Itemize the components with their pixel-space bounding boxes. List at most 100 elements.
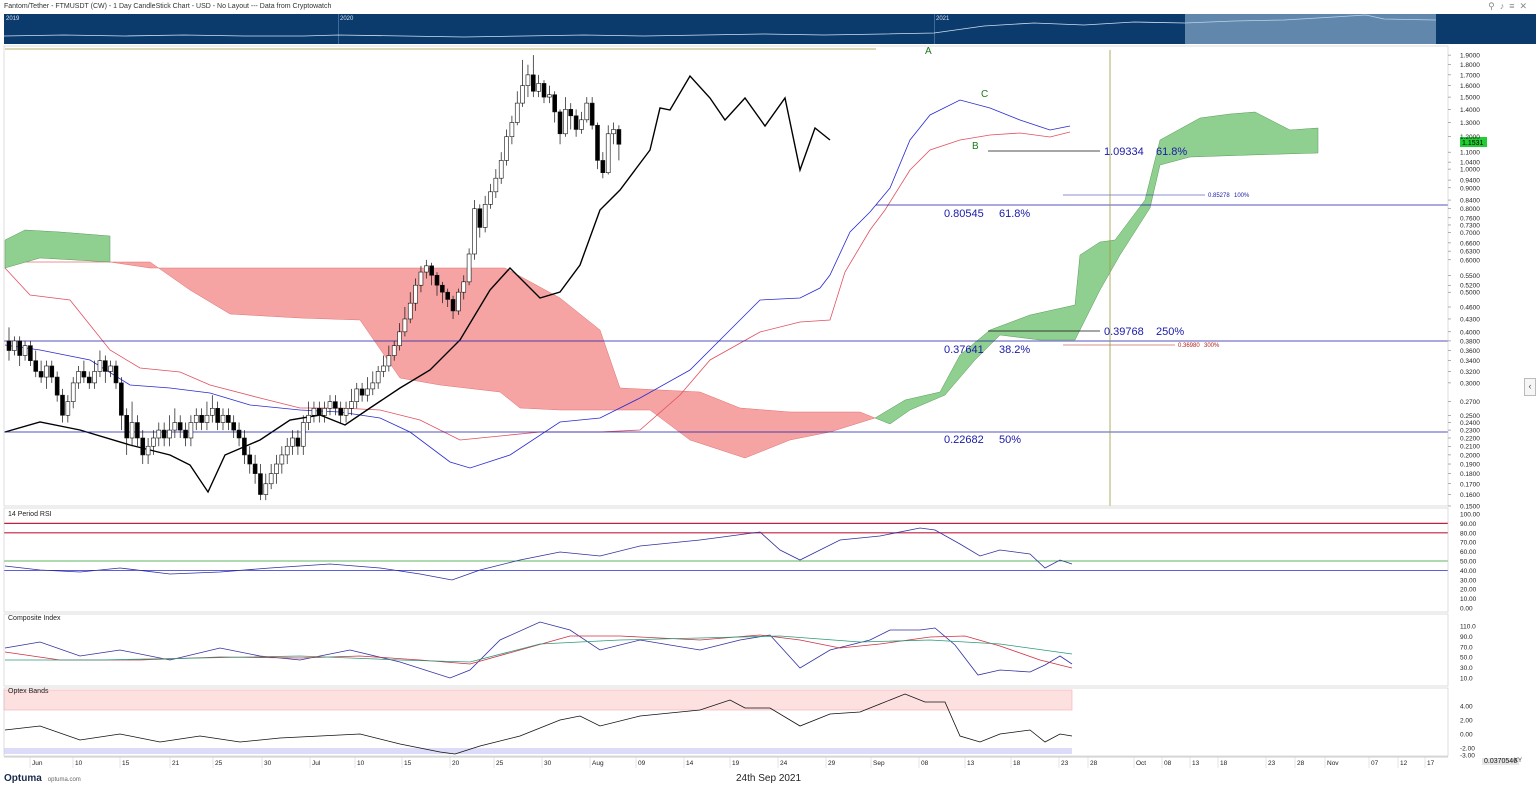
candle-body — [204, 414, 210, 423]
candle-body — [172, 422, 178, 431]
candle-body — [584, 102, 590, 121]
y-tick-label: 0.2200 — [1460, 435, 1480, 442]
candle-body — [226, 414, 231, 423]
candle-body — [456, 291, 461, 312]
candle-body — [151, 437, 156, 447]
x-tick-label: 10 — [75, 760, 83, 767]
rsi-panel-title: 14 Period RSI — [8, 511, 52, 518]
candle-body — [338, 408, 344, 416]
candle-body — [472, 208, 477, 255]
rsi-tick-label: 50.00 — [1460, 559, 1477, 566]
y-tick-label: 0.8400 — [1460, 198, 1480, 205]
x-tick-label: 30 — [544, 760, 552, 767]
candle-body — [509, 122, 515, 138]
y-tick-label: 0.6600 — [1460, 240, 1480, 247]
y-tick-label: 0.1900 — [1460, 462, 1480, 469]
overview-year-2020: 2020 — [340, 16, 354, 22]
x-tick-label: 10 — [357, 760, 365, 767]
y-tick-label: 1.1000 — [1460, 150, 1480, 157]
candle-body — [466, 253, 472, 283]
overview-selection-window[interactable] — [1185, 14, 1436, 44]
candle-body — [605, 133, 611, 173]
x-tick-label: 17 — [1427, 760, 1435, 767]
overview-navigator[interactable]: 2019 2020 2021 — [4, 14, 1436, 44]
y-tick-label: 0.7300 — [1460, 222, 1480, 229]
x-tick-label: 14 — [686, 760, 694, 767]
candle-body — [402, 318, 408, 333]
candle-body — [525, 74, 531, 86]
candle-body — [167, 429, 172, 439]
x-tick-label: 25 — [496, 760, 504, 767]
footer-date: 24th Sep 2021 — [736, 773, 802, 784]
candle-body — [145, 445, 151, 456]
kijun-sen-line — [4, 131, 1071, 441]
candle-body — [38, 371, 44, 378]
x-tick-label: 20 — [452, 760, 460, 767]
composite-tick-label: 90.0 — [1460, 634, 1473, 641]
x-tick-label: Jun — [32, 760, 43, 767]
y-tick-label: 0.2400 — [1460, 420, 1480, 427]
y-tick-label: 0.5000 — [1460, 290, 1480, 297]
optex-tick-label: -2.00 — [1460, 746, 1475, 753]
candle-body — [461, 281, 467, 293]
bullish-cloud-right — [874, 111, 1319, 425]
composite-panel[interactable] — [4, 621, 1073, 679]
x-tick-label: 12 — [1400, 760, 1408, 767]
collapse-panel-button[interactable]: ‹ — [1524, 378, 1536, 396]
x-tick-label: 18 — [1013, 760, 1021, 767]
candle-body — [391, 345, 397, 356]
x-tick-label: Sep — [873, 760, 885, 767]
candle-body — [274, 463, 279, 474]
candle-body — [595, 124, 600, 161]
candle-body — [316, 408, 322, 416]
rsi-panel[interactable] — [4, 522, 1448, 581]
candle-body — [124, 414, 129, 439]
candle-body — [498, 160, 504, 179]
fib-value-label: 0.22682 — [944, 434, 984, 446]
candle-body — [386, 355, 392, 367]
y-tick-label: 0.3000 — [1460, 380, 1480, 387]
candle-body — [327, 401, 333, 409]
rsi-panel-frame — [3, 507, 1449, 613]
candle-body — [6, 340, 12, 351]
optex-panel[interactable] — [3, 689, 1073, 755]
pin-icon[interactable]: ⚲ — [1488, 1, 1500, 11]
price-panel[interactable]: 1.09334 61.8% 0.85278 100% 0.80545 61.8% 0.397… — [4, 46, 1448, 506]
rsi-tick-label: 90.00 — [1460, 521, 1477, 528]
candle-body — [573, 115, 579, 130]
fib-value-label: 0.85278 — [1208, 193, 1230, 199]
candle-body — [482, 204, 488, 228]
xy-toggle[interactable]: XY — [1514, 758, 1523, 764]
y-tick-label: 0.9400 — [1460, 178, 1480, 185]
composite-tick-label: 70.0 — [1460, 644, 1473, 651]
x-tick-label: 15 — [122, 760, 130, 767]
candle-body — [536, 83, 541, 92]
close-icon[interactable]: ✕ — [1519, 1, 1532, 11]
x-tick-label: Aug — [592, 760, 604, 767]
candle-body — [236, 429, 242, 439]
x-tick-label: 30 — [264, 760, 272, 767]
x-tick-label: 25 — [215, 760, 223, 767]
y-tick-label: 0.5500 — [1460, 273, 1480, 280]
candle-body — [434, 274, 440, 286]
candle-body — [268, 473, 274, 485]
candle-body — [44, 365, 49, 378]
candle-body — [135, 422, 140, 439]
candle-body — [397, 331, 402, 346]
y-tick-label: 0.7600 — [1460, 215, 1480, 222]
candle-body — [81, 371, 87, 378]
axes-layer: 1.1531 1.9000 1.8000 1.7000 1.6000 1.5000 1.40… — [3, 45, 1487, 768]
candle-body — [188, 422, 194, 439]
y-tick-label: 1.6000 — [1460, 83, 1480, 90]
candle-body — [161, 429, 167, 439]
candle-body — [263, 483, 269, 495]
candle-body — [354, 388, 360, 402]
menu-icon[interactable]: ≡ — [1509, 1, 1520, 11]
candle-body — [568, 109, 574, 117]
candle-body — [530, 74, 536, 92]
y-tick-label: 1.7000 — [1460, 72, 1480, 79]
candle-body — [365, 388, 370, 396]
candle-body — [156, 429, 162, 439]
bell-icon[interactable]: ♪ — [1499, 1, 1510, 11]
